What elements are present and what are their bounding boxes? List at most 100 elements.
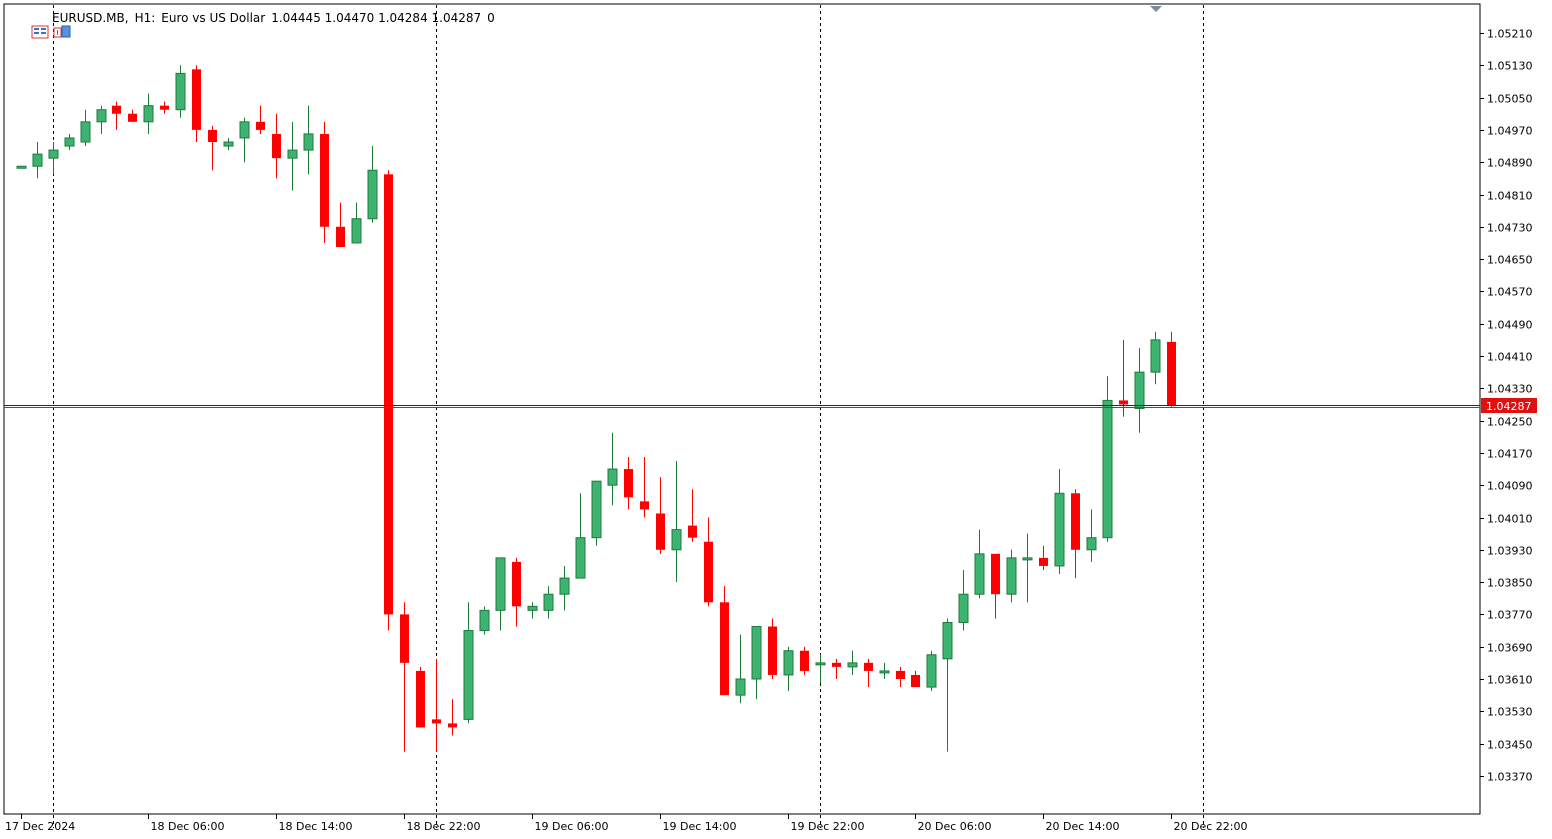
candle[interactable]: [783, 646, 794, 692]
candle-body: [527, 605, 538, 611]
candle[interactable]: [303, 105, 314, 175]
candles[interactable]: [16, 65, 1176, 752]
candle[interactable]: [640, 456, 649, 518]
candle[interactable]: [942, 618, 953, 752]
candle[interactable]: [1054, 469, 1065, 575]
candle[interactable]: [143, 93, 154, 134]
candle[interactable]: [128, 109, 137, 122]
candle[interactable]: [735, 634, 746, 704]
candle[interactable]: [607, 432, 618, 506]
candle-body: [287, 149, 298, 159]
candle[interactable]: [926, 650, 937, 692]
candle[interactable]: [624, 456, 633, 510]
candle[interactable]: [688, 489, 697, 542]
candle[interactable]: [320, 121, 329, 243]
candle[interactable]: [543, 586, 554, 619]
candle[interactable]: [1086, 509, 1097, 562]
candle[interactable]: [1134, 347, 1145, 433]
candle[interactable]: [112, 101, 121, 130]
candle[interactable]: [287, 121, 298, 191]
candle[interactable]: [175, 65, 186, 118]
candle[interactable]: [991, 553, 1000, 619]
candle[interactable]: [336, 202, 345, 247]
candle[interactable]: [704, 517, 713, 607]
candle[interactable]: [751, 626, 762, 700]
candle[interactable]: [1167, 331, 1176, 407]
x-tick-label: 18 Dec 06:00: [151, 820, 225, 833]
candle[interactable]: [448, 699, 457, 736]
candle[interactable]: [879, 662, 890, 679]
candle[interactable]: [80, 109, 91, 147]
candle[interactable]: [720, 586, 729, 696]
candle[interactable]: [479, 606, 490, 635]
y-tick-label: 1.04170: [1487, 448, 1533, 461]
candle[interactable]: [1022, 533, 1033, 603]
shift-marker-icon[interactable]: [1150, 6, 1162, 12]
candle[interactable]: [512, 557, 521, 627]
candle[interactable]: [1150, 331, 1161, 385]
candle[interactable]: [223, 137, 234, 151]
candle-body: [256, 121, 265, 130]
candle[interactable]: [208, 125, 217, 171]
candle[interactable]: [16, 165, 27, 169]
y-tick-label: 1.04810: [1487, 190, 1533, 203]
candle[interactable]: [768, 618, 777, 679]
candle-body: [128, 113, 137, 122]
candle-body: [991, 553, 1000, 595]
x-axis: 17 Dec 2024 18 Dec 06:00 18 Dec 14:00 18 De…: [5, 814, 1247, 833]
candle[interactable]: [864, 658, 873, 688]
candle[interactable]: [1071, 489, 1080, 579]
candle[interactable]: [272, 113, 281, 179]
candle-body: [495, 557, 506, 611]
x-tick-label: 19 Dec 14:00: [663, 820, 737, 833]
candle[interactable]: [160, 101, 169, 114]
candle-body: [704, 541, 713, 603]
candle[interactable]: [575, 493, 586, 579]
candle[interactable]: [96, 105, 107, 134]
candle-body: [688, 525, 697, 538]
candle[interactable]: [1102, 376, 1113, 542]
candle[interactable]: [591, 480, 602, 546]
candle[interactable]: [416, 666, 425, 728]
candle[interactable]: [400, 602, 409, 752]
chart-menu-icon[interactable]: [8, 11, 49, 39]
candle[interactable]: [64, 133, 75, 151]
candle[interactable]: [559, 565, 570, 611]
candle[interactable]: [495, 557, 506, 631]
candle[interactable]: [239, 117, 250, 163]
candle[interactable]: [32, 142, 43, 179]
candle[interactable]: [351, 202, 362, 244]
candle[interactable]: [911, 670, 920, 688]
candle[interactable]: [815, 654, 826, 684]
candle[interactable]: [463, 602, 474, 724]
candle[interactable]: [1119, 339, 1128, 417]
candle[interactable]: [958, 569, 969, 631]
candle-body: [735, 678, 746, 696]
candle[interactable]: [896, 666, 905, 688]
candle[interactable]: [367, 146, 378, 223]
candle-body: [272, 133, 281, 159]
candle[interactable]: [256, 105, 265, 134]
candle[interactable]: [432, 658, 441, 752]
candle[interactable]: [1006, 549, 1017, 603]
candle[interactable]: [384, 170, 393, 631]
candle[interactable]: [192, 65, 201, 143]
candle-body: [479, 609, 490, 632]
candle[interactable]: [832, 658, 841, 679]
y-tick-label: 1.04570: [1487, 286, 1533, 299]
x-tick-label: 20 Dec 06:00: [918, 820, 992, 833]
y-tick-label: 1.04890: [1487, 157, 1533, 170]
candle[interactable]: [671, 460, 682, 583]
candle[interactable]: [800, 646, 809, 675]
candle[interactable]: [847, 650, 858, 675]
candle[interactable]: [1039, 545, 1048, 570]
candle[interactable]: [656, 477, 665, 554]
candle[interactable]: [48, 142, 59, 175]
candle[interactable]: [974, 529, 985, 599]
candle-body: [1167, 341, 1176, 406]
x-tick-label: 18 Dec 14:00: [279, 820, 353, 833]
candle[interactable]: [527, 602, 538, 619]
one-click-trading-icon[interactable]: [30, 11, 71, 38]
